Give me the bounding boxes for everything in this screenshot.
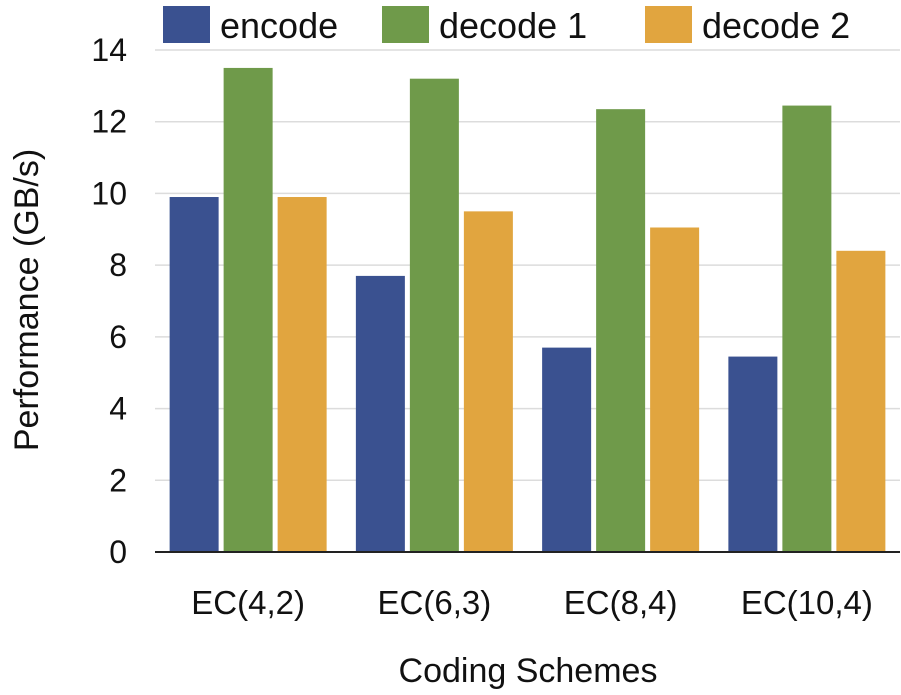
legend-label: decode 2 bbox=[702, 5, 850, 46]
y-axis-ticks: 0 2 4 6 8 10 12 14 bbox=[91, 32, 127, 570]
bar-decode-2-3 bbox=[836, 250, 886, 553]
y-tick-label: 14 bbox=[91, 32, 127, 68]
y-tick-label: 2 bbox=[109, 462, 127, 498]
bar-encode-3 bbox=[728, 356, 778, 552]
x-category-label: EC(10,4) bbox=[741, 584, 873, 621]
y-tick-label: 10 bbox=[91, 175, 127, 211]
bar-decode-1-0 bbox=[223, 67, 273, 552]
legend-label: decode 1 bbox=[439, 5, 587, 46]
x-category-label: EC(8,4) bbox=[564, 584, 678, 621]
bar-decode-1-2 bbox=[596, 109, 646, 553]
x-axis-title: Coding Schemes bbox=[399, 652, 658, 690]
bar-decode-2-1 bbox=[463, 211, 513, 552]
bar-decode-1-1 bbox=[409, 78, 459, 552]
legend: encode decode 1 decode 2 bbox=[163, 5, 850, 46]
legend-swatch-decode-1 bbox=[382, 6, 429, 43]
y-axis-title: Performance (GB/s) bbox=[8, 149, 46, 451]
legend-swatch-decode-2 bbox=[645, 6, 692, 43]
y-tick-label: 4 bbox=[109, 391, 127, 427]
legend-swatch-encode bbox=[163, 6, 210, 43]
bars bbox=[169, 67, 886, 553]
x-axis-categories: EC(4,2) EC(6,3) EC(8,4) EC(10,4) bbox=[191, 584, 873, 621]
bar-encode-1 bbox=[355, 275, 405, 552]
bar-encode-2 bbox=[542, 347, 592, 552]
bar-decode-2-0 bbox=[277, 197, 327, 552]
bar-decode-2-2 bbox=[650, 227, 700, 552]
x-category-label: EC(6,3) bbox=[378, 584, 492, 621]
y-tick-label: 0 bbox=[109, 534, 127, 570]
bar-encode-0 bbox=[169, 197, 219, 552]
y-tick-label: 8 bbox=[109, 247, 127, 283]
legend-label: encode bbox=[220, 5, 338, 46]
bar-decode-1-3 bbox=[782, 105, 832, 552]
y-tick-label: 6 bbox=[109, 319, 127, 355]
y-tick-label: 12 bbox=[91, 104, 127, 140]
x-category-label: EC(4,2) bbox=[191, 584, 305, 621]
